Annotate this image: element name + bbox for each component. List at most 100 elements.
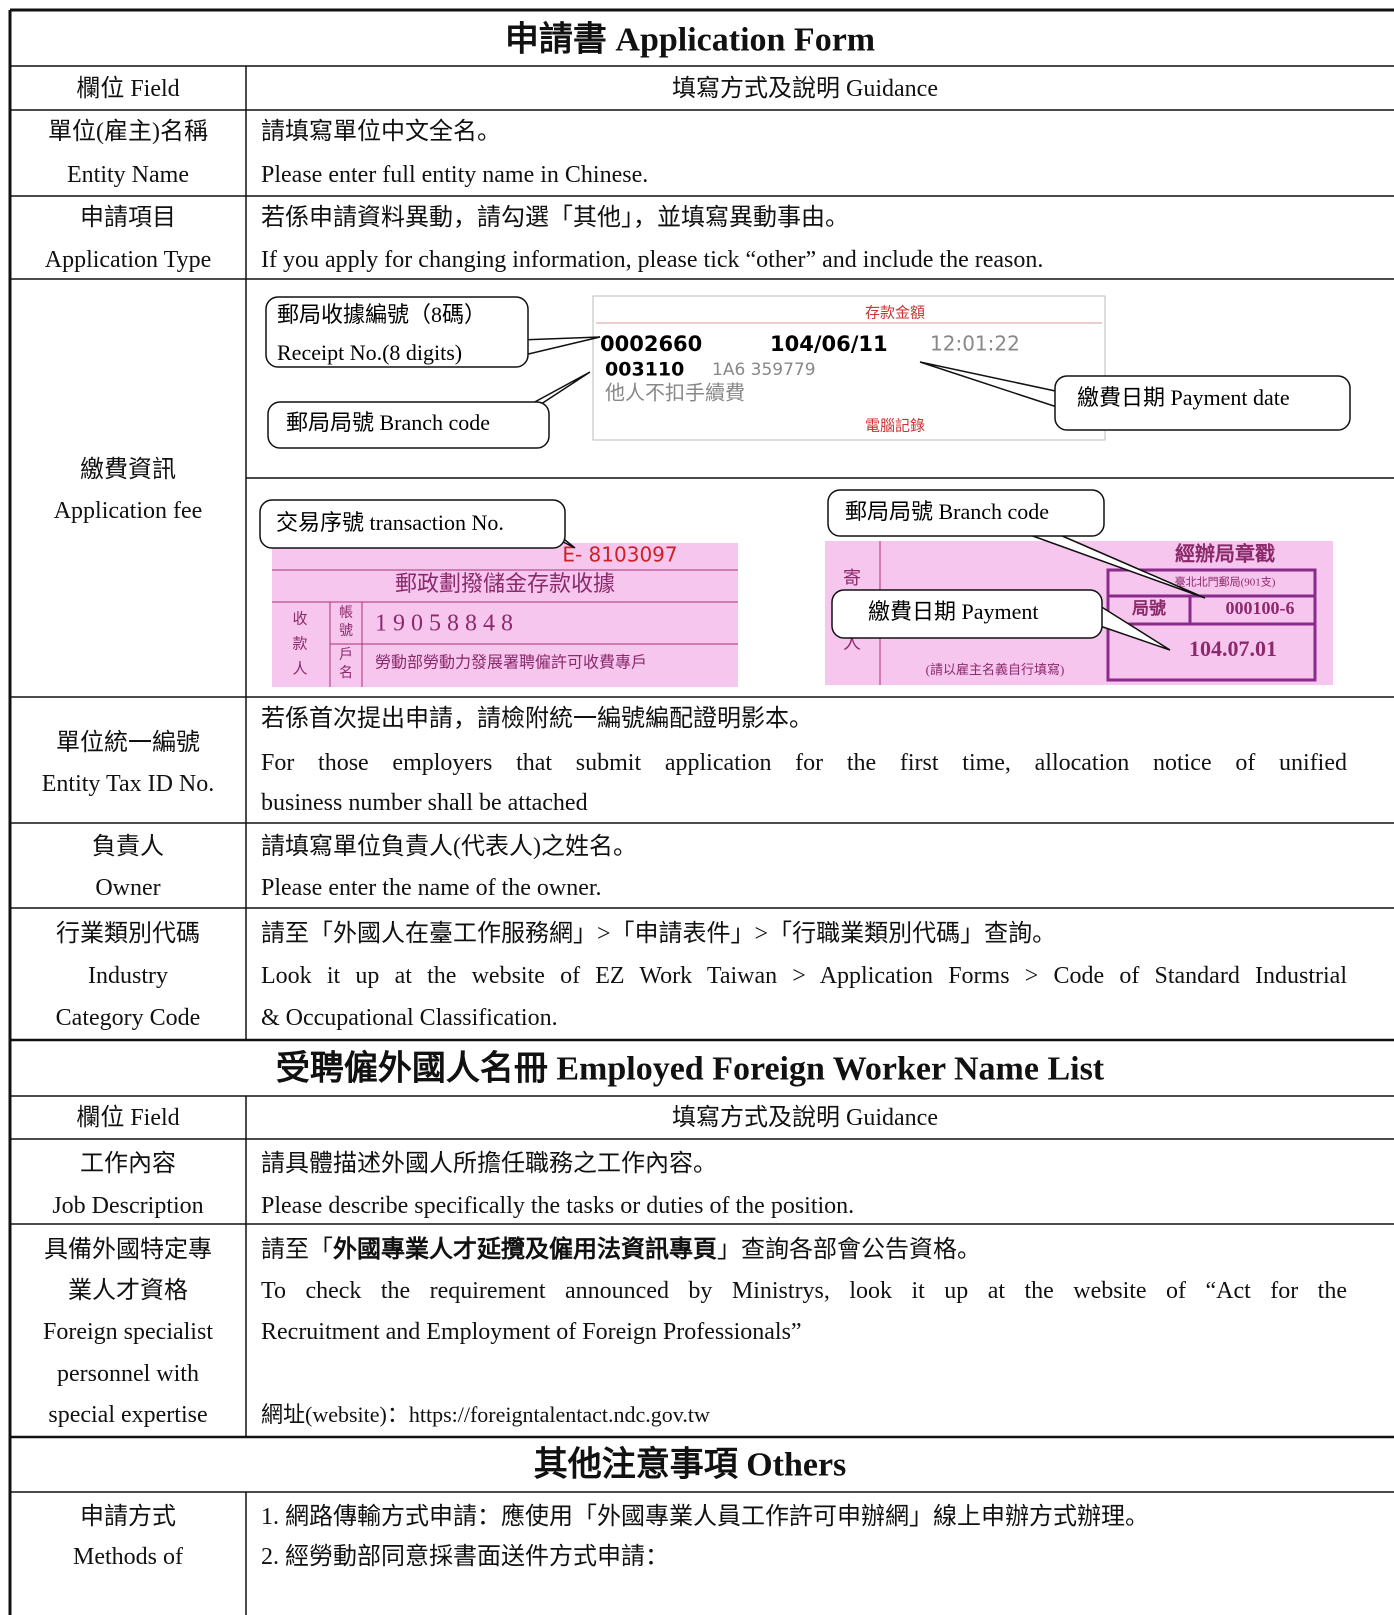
label-text: 帳: [339, 605, 353, 621]
guidance-text: business number shall be attached: [261, 789, 588, 816]
field-text: Foreign specialist: [43, 1318, 213, 1345]
field-text: 行業類別代碼: [56, 920, 200, 947]
guidance-text: Recruitment and Employment of Foreign Pr…: [261, 1318, 802, 1345]
label-text: 戶: [339, 647, 353, 663]
header-text: 填寫方式及說明 Guidance: [672, 1104, 938, 1131]
label-text: 他人不扣手續費: [605, 382, 745, 405]
guidance-text: 請填寫單位中文全名。: [261, 118, 501, 145]
label-text: 交易序號 transaction No.: [276, 510, 504, 535]
title-text: 存款金額: [865, 304, 925, 321]
shape: [592, 295, 1106, 441]
callouts: 郵局收據編號（8碼） Receipt No.(8 digits) 郵局局號 Br…: [265, 296, 1351, 449]
field-text: Owner: [95, 874, 161, 901]
guidance-text: Please enter full entity name in Chinese…: [261, 161, 649, 188]
guidance-line: 請至「外國專業人才延攬及僱用法資訊專頁」查詢各部會公告資格。: [261, 1237, 981, 1263]
field-text: Job Description: [52, 1192, 204, 1219]
shape: [1029, 534, 1206, 599]
shape: [1099, 605, 1171, 651]
label-text: 1A6 359779: [712, 360, 816, 380]
shape: [919, 361, 1061, 409]
guidance-text: 1. 網路傳輸方式申請：應使用「外國專業人員工作許可申辦網」線上申辦方式辦理。: [261, 1503, 1149, 1530]
field-text: Industry: [88, 962, 168, 989]
shape: [519, 371, 591, 411]
callout: 交易序號 transaction No.: [259, 499, 576, 549]
label-text: 19058848: [375, 611, 519, 637]
label-text: 局號: [1132, 599, 1166, 618]
field-text: Entity Tax ID No.: [41, 770, 215, 797]
label-text: 003110: [605, 359, 684, 381]
field-text: Application Type: [44, 246, 212, 273]
guidance-text: 網址(website)：https://foreigntalentact.ndc…: [261, 1401, 710, 1427]
title-text: 申請書 Application Form: [504, 21, 876, 59]
label-text: 勞動部勞動力發展署聘僱許可收費專戶: [375, 654, 647, 672]
shape: [265, 296, 529, 368]
field-text: personnel with: [57, 1360, 199, 1387]
label-text: Receipt No.(8 digits): [277, 340, 462, 365]
guidance-text: 請具體描述外國人所擔任職務之工作內容。: [261, 1150, 717, 1177]
label-text: 寄: [843, 568, 861, 588]
guidance-text: To check the requirement announced by Mi…: [261, 1277, 1347, 1304]
guidance-text: 若係首次提出申請，請檢附統一編號編配證明影本。: [261, 705, 813, 732]
guidance-text: 若係申請資料異動，請勾選「其他」，並填寫異動事由。: [261, 204, 849, 231]
receipt-image: 存款金額 0002660 104/06/11 12:01:22 003110 1…: [592, 295, 1106, 441]
field-text: 業人才資格: [68, 1277, 188, 1304]
guidance-text: & Occupational Classification.: [261, 1004, 558, 1031]
label-text: 號: [339, 623, 353, 639]
shape: [272, 543, 738, 687]
label-text: 繳費日期 Payment: [868, 599, 1039, 624]
guidance-text: 請填寫單位負責人(代表人)之姓名。: [261, 833, 637, 860]
field-text: 負責人: [92, 833, 164, 860]
field-text: Category Code: [55, 1004, 201, 1031]
grid-lines: [8, 8, 1394, 1615]
title-text: 經辦局章戳: [1175, 542, 1275, 566]
guidance-text: 外國專業人才延攬及僱用法資訊專頁: [333, 1236, 717, 1263]
label-text: 郵局局號 Branch code: [286, 410, 490, 435]
label-text: 104/06/11: [770, 332, 888, 356]
label-text: 臺北北門郵局(901支): [1175, 575, 1276, 589]
guidance-text: Please describe specifically the tasks o…: [261, 1192, 855, 1219]
slip-image: E- 8103097 郵政劃撥儲金存款收據 收 款 人 帳 號 19058848…: [272, 543, 738, 687]
callouts: 郵局局號 Branch code 繳費日期 Payment: [827, 489, 1206, 651]
header-text: 欄位 Field: [76, 75, 180, 102]
label-text: E- 8103097: [562, 543, 677, 567]
guidance-text: 請至「外國人在臺工作服務網」>「申請表件」>「行職業類別代碼」查詢。: [261, 920, 1057, 947]
label-text: 電腦記錄: [865, 416, 925, 434]
guidance-text: Look it up at the website of EZ Work Tai…: [261, 962, 1347, 989]
field-text: 申請方式: [80, 1503, 176, 1530]
guidance-text: Please enter the name of the owner.: [261, 874, 602, 901]
field-text: 單位統一編號: [56, 729, 200, 756]
label-text: 繳費日期 Payment date: [1077, 385, 1290, 410]
shape: [267, 401, 550, 449]
label-text: 104.07.01: [1189, 636, 1277, 661]
header-text: 填寫方式及說明 Guidance: [672, 75, 938, 102]
guidance-text: If you apply for changing information, p…: [261, 246, 1044, 273]
label-text: 款: [292, 635, 307, 652]
title-text: 郵政劃撥儲金存款收據: [395, 571, 615, 596]
title-text: 受聘僱外國人名冊 Employed Foreign Worker Name Li…: [275, 1050, 1105, 1088]
label-text: 000100-6: [1226, 598, 1295, 618]
field-text: Application fee: [53, 497, 203, 524]
guidance-text: For those employers that submit applicat…: [261, 749, 1347, 776]
shape: [259, 499, 566, 549]
field-text: Methods of: [73, 1543, 183, 1570]
label-text: 名: [339, 665, 353, 681]
header-text: 欄位 Field: [76, 1104, 180, 1131]
field-text: special expertise: [48, 1401, 208, 1428]
guidance-text: 請至「: [261, 1236, 333, 1263]
label-text: 0002660: [600, 332, 702, 356]
field-text: Entity Name: [67, 161, 189, 188]
label-text: 12:01:22: [930, 332, 1020, 356]
shape: [519, 336, 601, 357]
label-text: 收: [292, 610, 307, 627]
field-text: 繳費資訊: [80, 456, 176, 483]
guidance-text: 」查詢各部會公告資格。: [717, 1236, 981, 1263]
label-text: (請以雇主名義自行填寫): [926, 662, 1065, 677]
shape: [831, 589, 1103, 639]
field-text: 工作內容: [80, 1150, 176, 1177]
title-text: 其他注意事項 Others: [533, 1446, 847, 1484]
field-text: 申請項目: [80, 204, 176, 231]
label-text: 郵局局號 Branch code: [845, 499, 1049, 524]
